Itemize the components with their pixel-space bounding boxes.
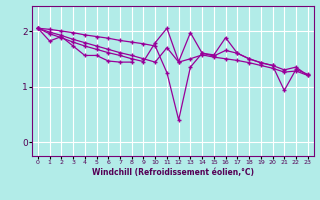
X-axis label: Windchill (Refroidissement éolien,°C): Windchill (Refroidissement éolien,°C): [92, 168, 254, 177]
